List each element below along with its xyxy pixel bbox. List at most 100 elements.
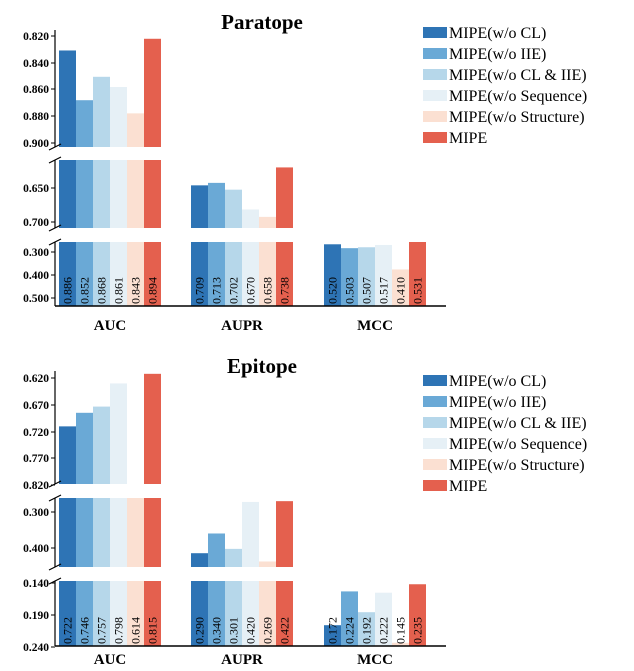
paratope-tick-label: 0.860 [23,84,49,96]
paratope-bar [259,242,276,306]
epitope-bar [110,581,127,646]
epitope-bar [259,561,276,567]
paratope-bar [341,248,358,306]
epitope-bar [225,548,242,567]
epitope-data-label: 0.224 [343,617,357,644]
epitope-data-label: 0.422 [278,617,292,644]
epitope-tick-label: 0.140 [23,578,49,590]
paratope-category-label: AUC [94,318,127,334]
epitope-break-mark [48,494,62,502]
epitope-bar [341,591,358,646]
paratope-break-mark [48,224,62,232]
paratope-bar [208,242,225,306]
epitope-legend-swatch [423,438,447,449]
epitope-data-label: 0.815 [146,617,160,644]
epitope-bar [127,581,144,646]
paratope-bar [208,182,225,228]
paratope-data-label: 0.843 [129,277,143,304]
paratope-bar [59,160,76,228]
paratope-bar [225,242,242,306]
paratope-legend-swatch [423,90,447,101]
epitope-legend-label: MIPE(w/o CL & IIE) [449,415,587,432]
epitope-data-label: 0.340 [210,617,224,644]
epitope-bar [93,498,110,567]
paratope-data-label: 0.658 [261,277,275,304]
paratope-bar [144,38,161,147]
paratope-tick-label: 0.500 [23,293,49,305]
epitope-bar [276,581,293,646]
epitope-bar [127,498,144,567]
epitope-data-label: 0.722 [61,617,75,644]
paratope-bar [276,167,293,228]
epitope-legend-swatch [423,375,447,386]
epitope-bar [208,533,225,567]
paratope-tick-label: 0.300 [23,247,49,259]
paratope-break-mark [48,156,62,164]
epitope-bar [59,498,76,567]
epitope-data-label: 0.290 [193,617,207,644]
paratope-bar [127,113,144,147]
epitope-bar [76,412,93,484]
paratope-bar [110,160,127,228]
paratope-bar [127,160,144,228]
paratope-data-label: 0.709 [193,277,207,304]
paratope-data-label: 0.520 [326,277,340,304]
paratope-legend-swatch [423,27,447,38]
paratope-bar [242,242,259,306]
epitope-break-mark [48,563,62,571]
epitope-data-label: 0.301 [227,617,241,644]
epitope-legend-label: MIPE(w/o IIE) [449,394,546,411]
paratope-break-mark [48,143,62,151]
paratope-bar [144,160,161,228]
epitope-category-label: AUC [94,652,127,668]
epitope-data-label: 0.235 [411,617,425,644]
paratope-data-label: 0.503 [343,277,357,304]
epitope-bar [59,426,76,484]
epitope-legend-label: MIPE(w/o CL) [449,373,546,390]
epitope-bar [276,501,293,567]
epitope-data-label: 0.420 [244,617,258,644]
paratope-category-label: AUPR [221,318,263,334]
paratope-data-label: 0.507 [360,277,374,304]
paratope-legend-swatch [423,69,447,80]
paratope-bar [93,242,110,306]
paratope-break-mark [48,238,62,246]
paratope-bar [144,242,161,306]
paratope-data-label: 0.410 [394,277,408,304]
paratope-bar [110,87,127,147]
epitope-tick-label: 0.620 [23,373,49,385]
paratope-bar [358,247,375,306]
paratope-bar [76,242,93,306]
paratope-tick-label: 0.400 [23,270,49,282]
epitope-tick-label: 0.300 [23,507,49,519]
paratope-legend-swatch [423,48,447,59]
epitope-legend-swatch [423,480,447,491]
epitope-bar [93,406,110,484]
paratope-bar [93,76,110,147]
paratope-legend-swatch [423,132,447,143]
paratope-data-label: 0.702 [227,277,241,304]
epitope-bar [191,581,208,646]
paratope-data-label: 0.517 [377,277,391,304]
paratope-bar [409,242,426,306]
epitope-data-label: 0.145 [394,617,408,644]
paratope-tick-label: 0.650 [23,183,49,195]
epitope-legend-swatch [423,417,447,428]
epitope-legend-swatch [423,459,447,470]
epitope-tick-label: 0.190 [23,610,49,622]
epitope-bar [144,373,161,484]
paratope-data-label: 0.868 [95,277,109,304]
epitope-bar [110,383,127,484]
paratope-data-label: 0.886 [61,277,75,304]
paratope-bar [392,269,409,306]
epitope-bar [358,612,375,646]
epitope-tick-label: 0.240 [23,642,49,654]
paratope-data-label: 0.670 [244,277,258,304]
paratope-legend-label: MIPE(w/o CL) [449,25,546,42]
epitope-data-label: 0.172 [326,617,340,644]
paratope-tick-label: 0.840 [23,58,49,70]
epitope-legend-label: MIPE(w/o Sequence) [449,436,587,453]
epitope-bar [242,581,259,646]
epitope-tick-label: 0.720 [23,427,49,439]
